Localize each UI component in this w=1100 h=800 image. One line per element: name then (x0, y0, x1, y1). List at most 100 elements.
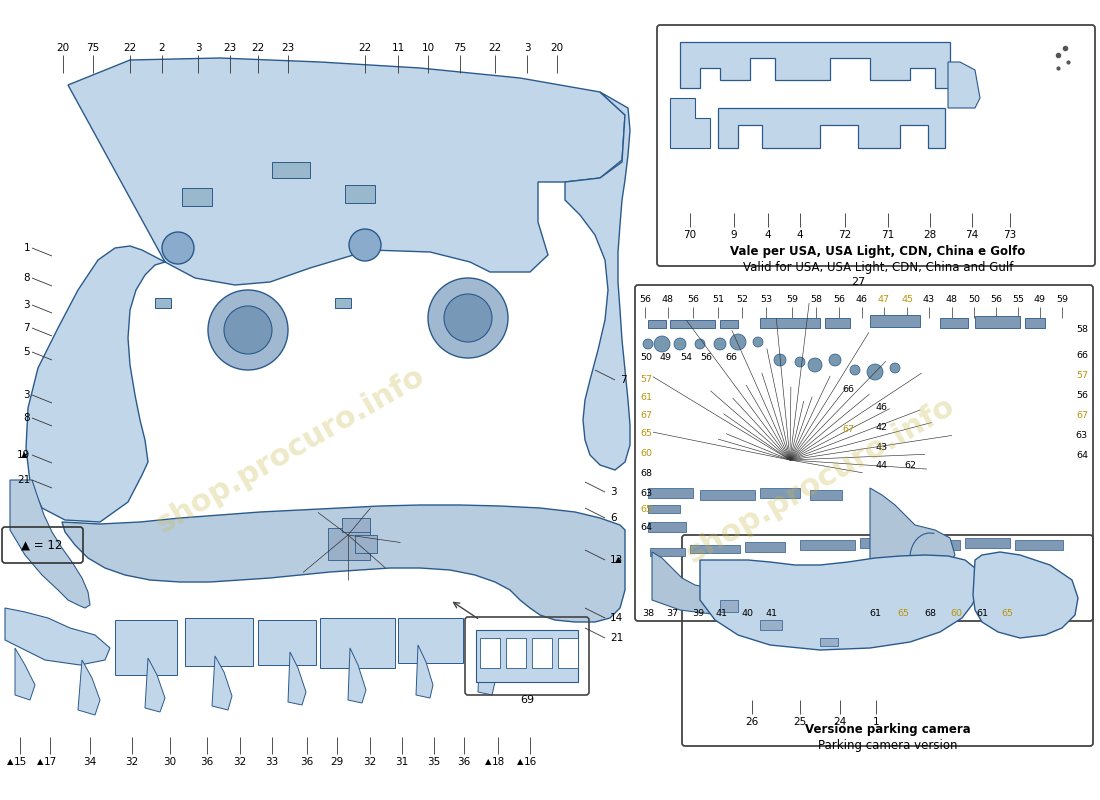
Text: 67: 67 (842, 426, 854, 434)
Circle shape (674, 338, 686, 350)
Polygon shape (185, 618, 253, 666)
Bar (700, 490, 755, 500)
Text: 30: 30 (164, 757, 177, 767)
Text: 36: 36 (300, 757, 313, 767)
Text: 64: 64 (1076, 450, 1088, 459)
Bar (860, 538, 898, 548)
Text: 57: 57 (640, 375, 652, 385)
Circle shape (444, 294, 492, 342)
Polygon shape (974, 552, 1078, 638)
Text: 8: 8 (23, 413, 30, 423)
Bar (760, 620, 782, 630)
Text: 46: 46 (876, 403, 888, 413)
Text: 36: 36 (458, 757, 471, 767)
Circle shape (695, 339, 705, 349)
Text: 14: 14 (610, 613, 624, 623)
Polygon shape (288, 652, 306, 705)
Bar (345, 185, 375, 203)
Text: 49: 49 (1034, 295, 1046, 305)
Text: ▲: ▲ (7, 758, 13, 766)
Circle shape (208, 290, 288, 370)
Text: 8: 8 (23, 273, 30, 283)
Text: 68: 68 (924, 610, 936, 618)
Bar (905, 540, 960, 550)
Text: 37: 37 (666, 610, 678, 618)
Polygon shape (416, 645, 433, 698)
Bar (336, 298, 351, 308)
Polygon shape (212, 656, 232, 710)
Polygon shape (565, 92, 630, 470)
Text: 48: 48 (662, 295, 674, 305)
Polygon shape (258, 620, 316, 665)
Bar (532, 638, 552, 668)
Text: 60: 60 (640, 450, 652, 458)
Text: 20: 20 (550, 43, 563, 53)
Bar (760, 488, 800, 498)
Bar (558, 638, 578, 668)
Text: 66: 66 (842, 386, 854, 394)
Text: 25: 25 (793, 717, 806, 727)
Polygon shape (15, 648, 35, 700)
Text: 53: 53 (760, 295, 772, 305)
Text: 64: 64 (640, 523, 652, 533)
Bar (342, 518, 370, 532)
Circle shape (349, 229, 381, 261)
Bar (355, 535, 377, 553)
Text: 1: 1 (23, 243, 30, 253)
Text: 2: 2 (158, 43, 165, 53)
Text: ▲ = 12: ▲ = 12 (21, 538, 63, 551)
Text: Versione parking camera: Versione parking camera (805, 723, 971, 737)
Text: 59: 59 (786, 295, 798, 305)
Circle shape (850, 365, 860, 375)
Text: ▲: ▲ (21, 450, 28, 459)
Text: 21: 21 (16, 475, 30, 485)
Bar (648, 505, 680, 513)
Text: shop.procuro.info: shop.procuro.info (681, 391, 959, 569)
Text: 3: 3 (610, 487, 617, 497)
Bar (690, 545, 740, 553)
Text: 61: 61 (976, 610, 988, 618)
Text: 32: 32 (125, 757, 139, 767)
Text: 61: 61 (869, 610, 881, 618)
Bar (272, 162, 310, 178)
Text: 55: 55 (1012, 295, 1024, 305)
Text: 27: 27 (851, 277, 865, 287)
Text: 33: 33 (265, 757, 278, 767)
Text: 56: 56 (688, 295, 698, 305)
Circle shape (774, 354, 786, 366)
Text: 67: 67 (640, 411, 652, 421)
Bar (480, 638, 501, 668)
Text: 60: 60 (950, 610, 962, 618)
Text: 45: 45 (901, 295, 913, 305)
Text: ▲: ▲ (615, 555, 622, 565)
Text: Vale per USA, USA Light, CDN, China e Golfo: Vale per USA, USA Light, CDN, China e Go… (730, 246, 1025, 258)
Polygon shape (948, 62, 980, 108)
Bar (1015, 540, 1063, 550)
Circle shape (224, 306, 272, 354)
Bar (506, 638, 526, 668)
Text: 69: 69 (520, 695, 535, 705)
Text: 75: 75 (87, 43, 100, 53)
Bar (648, 522, 686, 532)
Bar (870, 315, 920, 327)
Text: 39: 39 (692, 610, 704, 618)
Text: 41: 41 (766, 610, 778, 618)
Circle shape (829, 354, 842, 366)
Bar (965, 538, 1010, 548)
Text: 70: 70 (683, 230, 696, 240)
Circle shape (754, 337, 763, 347)
Text: 46: 46 (856, 295, 868, 305)
Text: 74: 74 (966, 230, 979, 240)
Circle shape (795, 357, 805, 367)
Circle shape (644, 339, 653, 349)
Bar (940, 318, 968, 328)
Text: 56: 56 (833, 295, 845, 305)
Text: 24: 24 (834, 717, 847, 727)
Circle shape (654, 336, 670, 352)
Polygon shape (26, 58, 625, 522)
Text: 65: 65 (896, 610, 909, 618)
Text: 66: 66 (1076, 350, 1088, 359)
Text: 10: 10 (421, 43, 434, 53)
Text: 26: 26 (746, 717, 759, 727)
Text: 28: 28 (923, 230, 936, 240)
